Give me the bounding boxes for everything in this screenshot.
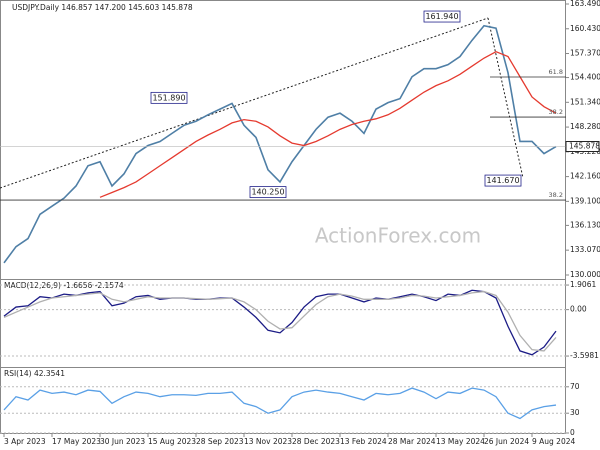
price-annotation-box: [150, 91, 188, 104]
price-annotation-box: [484, 174, 522, 187]
x-tick-label: 3 Apr 2023: [4, 437, 46, 446]
trend-line: [487, 17, 524, 179]
price-annotation-box: [423, 10, 461, 23]
rsi-title: RSI(14) 42.3541: [4, 369, 65, 378]
x-tick-label: 28 Mar 2024: [388, 437, 436, 446]
y-tick-label: 136.130: [570, 220, 600, 229]
y-tick-label: 0: [570, 428, 575, 437]
y-tick-label: 133.070: [570, 245, 600, 254]
price-annotation-box: [249, 186, 287, 198]
y-tick-label: 139.100: [570, 196, 600, 205]
y-tick-label: 0.00: [570, 305, 587, 314]
y-tick-label: 142.160: [570, 172, 600, 181]
y-tick-label: 70: [570, 382, 580, 391]
price-annotation: 140.250: [251, 188, 284, 197]
x-tick-label: 28 Dec 2023: [292, 437, 340, 446]
x-tick-label: 13 Feb 2024: [340, 437, 387, 446]
fib-label: 38.2: [549, 108, 563, 116]
fib-label: 38.2: [549, 191, 563, 199]
plot-frame: [0, 0, 566, 434]
chart-title: USDJPY.Daily 146.857 147.200 145.603 145…: [12, 3, 193, 12]
y-tick-label: 163.490: [570, 0, 600, 8]
y-tick-label: 148.280: [570, 122, 600, 131]
x-tick-label: 30 Jun 2023: [100, 437, 145, 446]
series-line: [3, 24, 557, 264]
fib-label: 61.8: [549, 68, 563, 76]
price-annotation: 151.890: [152, 93, 185, 102]
x-tick-label: 28 Sep 2023: [196, 437, 244, 446]
series-line: [3, 289, 557, 356]
series-line: [3, 387, 557, 420]
x-tick-label: 13 Nov 2023: [244, 437, 292, 446]
y-tick-label: 154.400: [570, 73, 600, 82]
x-tick-label: 17 May 2023: [52, 437, 101, 446]
y-tick-label: 157.370: [570, 49, 600, 58]
x-tick-label: 26 Jun 2024: [484, 437, 529, 446]
y-tick-label: -3.5981: [570, 351, 599, 360]
x-tick-label: 13 May 2024: [436, 437, 485, 446]
price-annotation: 141.670: [486, 176, 519, 185]
last-price-label: 145.878: [569, 142, 600, 151]
y-tick-label: 30: [570, 408, 580, 417]
watermark: ActionForex.com: [315, 224, 481, 248]
y-tick-label: 160.430: [570, 24, 600, 33]
y-tick-label: 151.340: [570, 97, 600, 106]
y-tick-label: 1.9061: [570, 280, 596, 289]
series-line: [3, 290, 557, 352]
y-tick-label: 130.000: [570, 270, 600, 279]
last-price-box: [565, 141, 600, 153]
x-tick-label: 9 Aug 2024: [532, 437, 575, 446]
macd-title: MACD(12,26,9) -1.6656 -2.1574: [4, 281, 124, 290]
series-line: [99, 50, 557, 198]
x-tick-label: 15 Aug 2023: [148, 437, 196, 446]
price-annotation: 161.940: [425, 12, 458, 21]
